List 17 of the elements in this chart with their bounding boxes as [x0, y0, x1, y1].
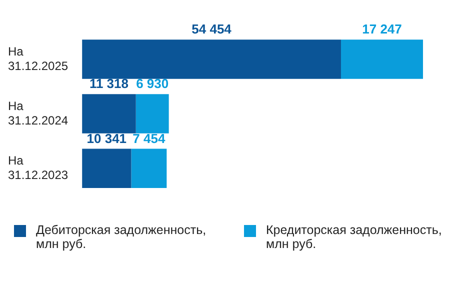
data-label: 11 318: [89, 76, 128, 92]
bar: [340, 40, 423, 79]
data-label: 54 454: [192, 22, 232, 37]
bar: [82, 148, 132, 188]
y-tick-label: На 31.12.2023: [8, 153, 68, 182]
y-tick-label: На 31.12.2025: [8, 44, 68, 73]
legend-label: Кредиторская задолженность, млн руб.: [266, 223, 443, 251]
data-label: 7 454: [132, 130, 166, 146]
bar: [136, 94, 169, 134]
data-label: 10 341: [86, 130, 127, 146]
bar: [82, 94, 136, 134]
y-tick-label: На 31.12.2024: [8, 98, 68, 128]
bar: [131, 148, 167, 188]
legend-label: Дебиторская задолженность, млн руб.: [36, 223, 208, 251]
data-label: 17 247: [362, 22, 402, 37]
data-label: 6 930: [136, 76, 169, 92]
bar: [82, 40, 341, 79]
